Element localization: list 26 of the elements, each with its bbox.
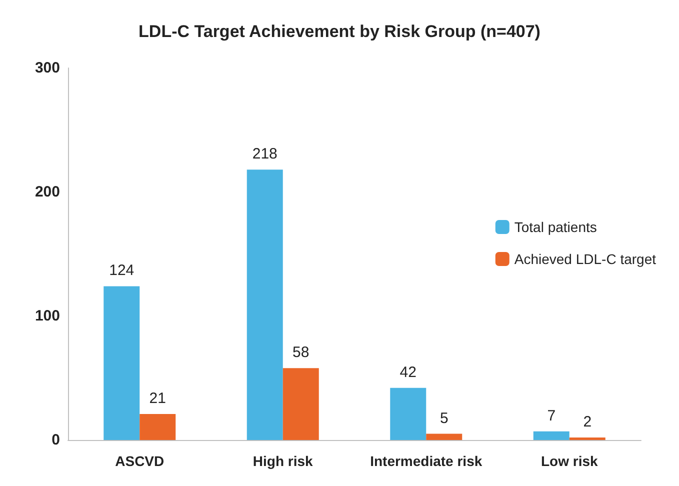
bar	[390, 388, 426, 440]
y-tick-label: 100	[34, 308, 60, 324]
chart-title: LDL-C Target Achievement by Risk Group (n=407)	[138, 22, 540, 41]
x-tick-label: High risk	[252, 453, 314, 469]
bar	[246, 170, 283, 440]
legend-label: Achieved LDL-C target	[514, 251, 656, 267]
bar	[140, 414, 176, 440]
y-tick-label: 300	[34, 60, 60, 76]
x-tick-label: ASCVD	[115, 453, 164, 469]
bar	[533, 431, 570, 440]
y-tick-label: 0	[52, 432, 60, 448]
bar	[282, 368, 319, 440]
data-label: 5	[440, 410, 448, 427]
bar	[426, 434, 462, 440]
bar	[104, 286, 140, 440]
x-tick-label: Low risk	[540, 453, 598, 469]
data-label: 2	[583, 414, 592, 431]
data-label: 58	[292, 344, 310, 362]
y-tick-label: 200	[34, 184, 60, 200]
data-label: 42	[400, 364, 416, 381]
data-label: 124	[109, 262, 134, 280]
x-tick-label: Intermediate risk	[370, 453, 482, 469]
data-label: 21	[149, 390, 166, 407]
data-label: 218	[252, 146, 278, 163]
legend-label: Total patients	[514, 219, 597, 235]
data-label: 7	[547, 407, 556, 424]
